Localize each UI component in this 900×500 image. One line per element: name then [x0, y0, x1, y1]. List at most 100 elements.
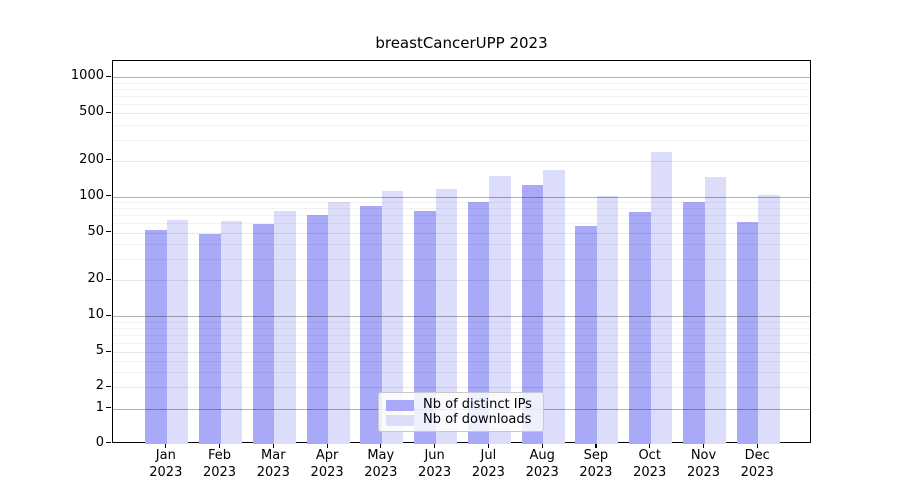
gridline-50 [113, 232, 810, 234]
x-tick-label-oct: Oct 2023 [633, 448, 667, 480]
y-tick-label-1000: 1000 [70, 68, 104, 84]
y-tick-100 [106, 195, 111, 197]
y-tick-label-20: 20 [87, 271, 104, 287]
x-tick-apr [326, 443, 328, 448]
bar-downloads-dec [758, 195, 780, 444]
y-tick-label-200: 200 [79, 151, 104, 167]
x-tick-jan [165, 443, 167, 448]
gridline-600 [113, 103, 810, 105]
y-tick-50 [106, 231, 111, 233]
x-tick-dec [756, 443, 758, 448]
bar-distinct-ips-aug [521, 184, 544, 444]
x-tick-nov [703, 443, 705, 448]
x-tick-label-aug: Aug 2023 [525, 448, 559, 480]
y-tick-label-10: 10 [87, 307, 104, 323]
gridline-40 [113, 244, 810, 246]
legend-label-downloads: Nb of downloads [423, 412, 532, 427]
gridline-90 [113, 202, 810, 204]
bar-distinct-ips-jun [414, 211, 436, 444]
gridline-8 [113, 327, 810, 329]
gridline-700 [113, 95, 810, 97]
y-tick-label-1: 1 [95, 399, 104, 415]
bar-distinct-ips-sep [575, 225, 597, 444]
x-tick-label-may: May 2023 [364, 448, 398, 480]
x-tick-aug [541, 443, 543, 448]
y-tick-label-5: 5 [95, 343, 104, 359]
bar-distinct-ips-nov [683, 201, 705, 444]
y-tick-label-500: 500 [79, 104, 104, 120]
x-tick-label-jan: Jan 2023 [149, 448, 183, 480]
bar-downloads-apr [328, 201, 350, 444]
x-tick-label-apr: Apr 2023 [310, 448, 344, 480]
bar-distinct-ips-dec [736, 221, 759, 444]
x-tick-jun [434, 443, 436, 448]
y-tick-label-2: 2 [95, 378, 104, 393]
gridline-9 [113, 321, 810, 323]
gridline-60 [113, 223, 810, 225]
legend: Nb of distinct IPs Nb of downloads [378, 392, 544, 432]
y-tick-1000 [106, 75, 111, 77]
y-tick-5 [106, 350, 111, 352]
bar-downloads-aug [543, 170, 565, 444]
gridline-2 [113, 387, 810, 388]
y-tick-label-100: 100 [79, 187, 104, 203]
gridline-900 [113, 82, 810, 84]
x-tick-feb [219, 443, 221, 448]
bar-downloads-oct [650, 151, 673, 444]
bar-downloads-sep [596, 195, 619, 444]
x-tick-may [380, 443, 382, 448]
bar-downloads-jul [489, 176, 511, 444]
x-tick-label-feb: Feb 2023 [202, 448, 237, 480]
x-tick-label-sep: Sep 2023 [579, 448, 613, 480]
gridline-200 [113, 160, 810, 162]
gridline-7 [113, 334, 810, 336]
legend-item-distinct-ips: Nb of distinct IPs [386, 398, 535, 412]
y-tick-10 [106, 314, 111, 316]
legend-swatch-distinct-ips [386, 399, 414, 411]
x-tick-label-jun: Jun 2023 [418, 448, 452, 480]
x-tick-label-mar: Mar 2023 [256, 448, 290, 480]
bar-downloads-may [381, 190, 404, 444]
x-tick-mar [272, 443, 274, 448]
legend-swatch-downloads [386, 414, 414, 426]
gridline-6 [113, 342, 810, 344]
gridline-100 [113, 196, 810, 198]
y-tick-500 [106, 111, 111, 113]
y-tick-200 [106, 159, 111, 161]
plot-area [112, 60, 811, 444]
bar-distinct-ips-mar [252, 224, 275, 444]
y-tick-20 [106, 278, 111, 280]
gridline-70 [113, 215, 810, 217]
gridline-300 [113, 139, 810, 141]
gridline-5 [113, 352, 810, 354]
x-tick-label-dec: Dec 2023 [740, 448, 774, 480]
gridline-80 [113, 208, 810, 210]
legend-item-downloads: Nb of downloads [386, 413, 535, 427]
bar-distinct-ips-may [360, 206, 382, 444]
x-tick-sep [595, 443, 597, 448]
y-tick-label-50: 50 [87, 223, 104, 239]
x-tick-jul [487, 443, 490, 448]
legend-label-distinct-ips: Nb of distinct IPs [423, 397, 532, 412]
gridline-10 [113, 316, 810, 318]
bar-distinct-ips-feb [199, 233, 221, 444]
bar-downloads-feb [220, 220, 242, 444]
bar-downloads-mar [274, 211, 296, 444]
gridline-3 [113, 371, 810, 373]
gridline-4 [113, 360, 810, 362]
y-tick-2 [106, 385, 111, 387]
gridline-400 [113, 124, 810, 126]
x-tick-oct [649, 443, 651, 448]
x-tick-label-nov: Nov 2023 [686, 448, 721, 480]
bar-downloads-jun [435, 189, 458, 444]
gridline-30 [113, 259, 810, 261]
chart-title: breastCancerUPP 2023 [375, 34, 548, 52]
bar-downloads-nov [704, 177, 726, 444]
gridline-20 [113, 280, 810, 282]
bar-distinct-ips-apr [306, 214, 329, 444]
gridline-1000 [113, 77, 810, 79]
bar-distinct-ips-jul [467, 202, 490, 444]
gridline-500 [113, 113, 810, 115]
y-tick-0 [106, 442, 111, 444]
